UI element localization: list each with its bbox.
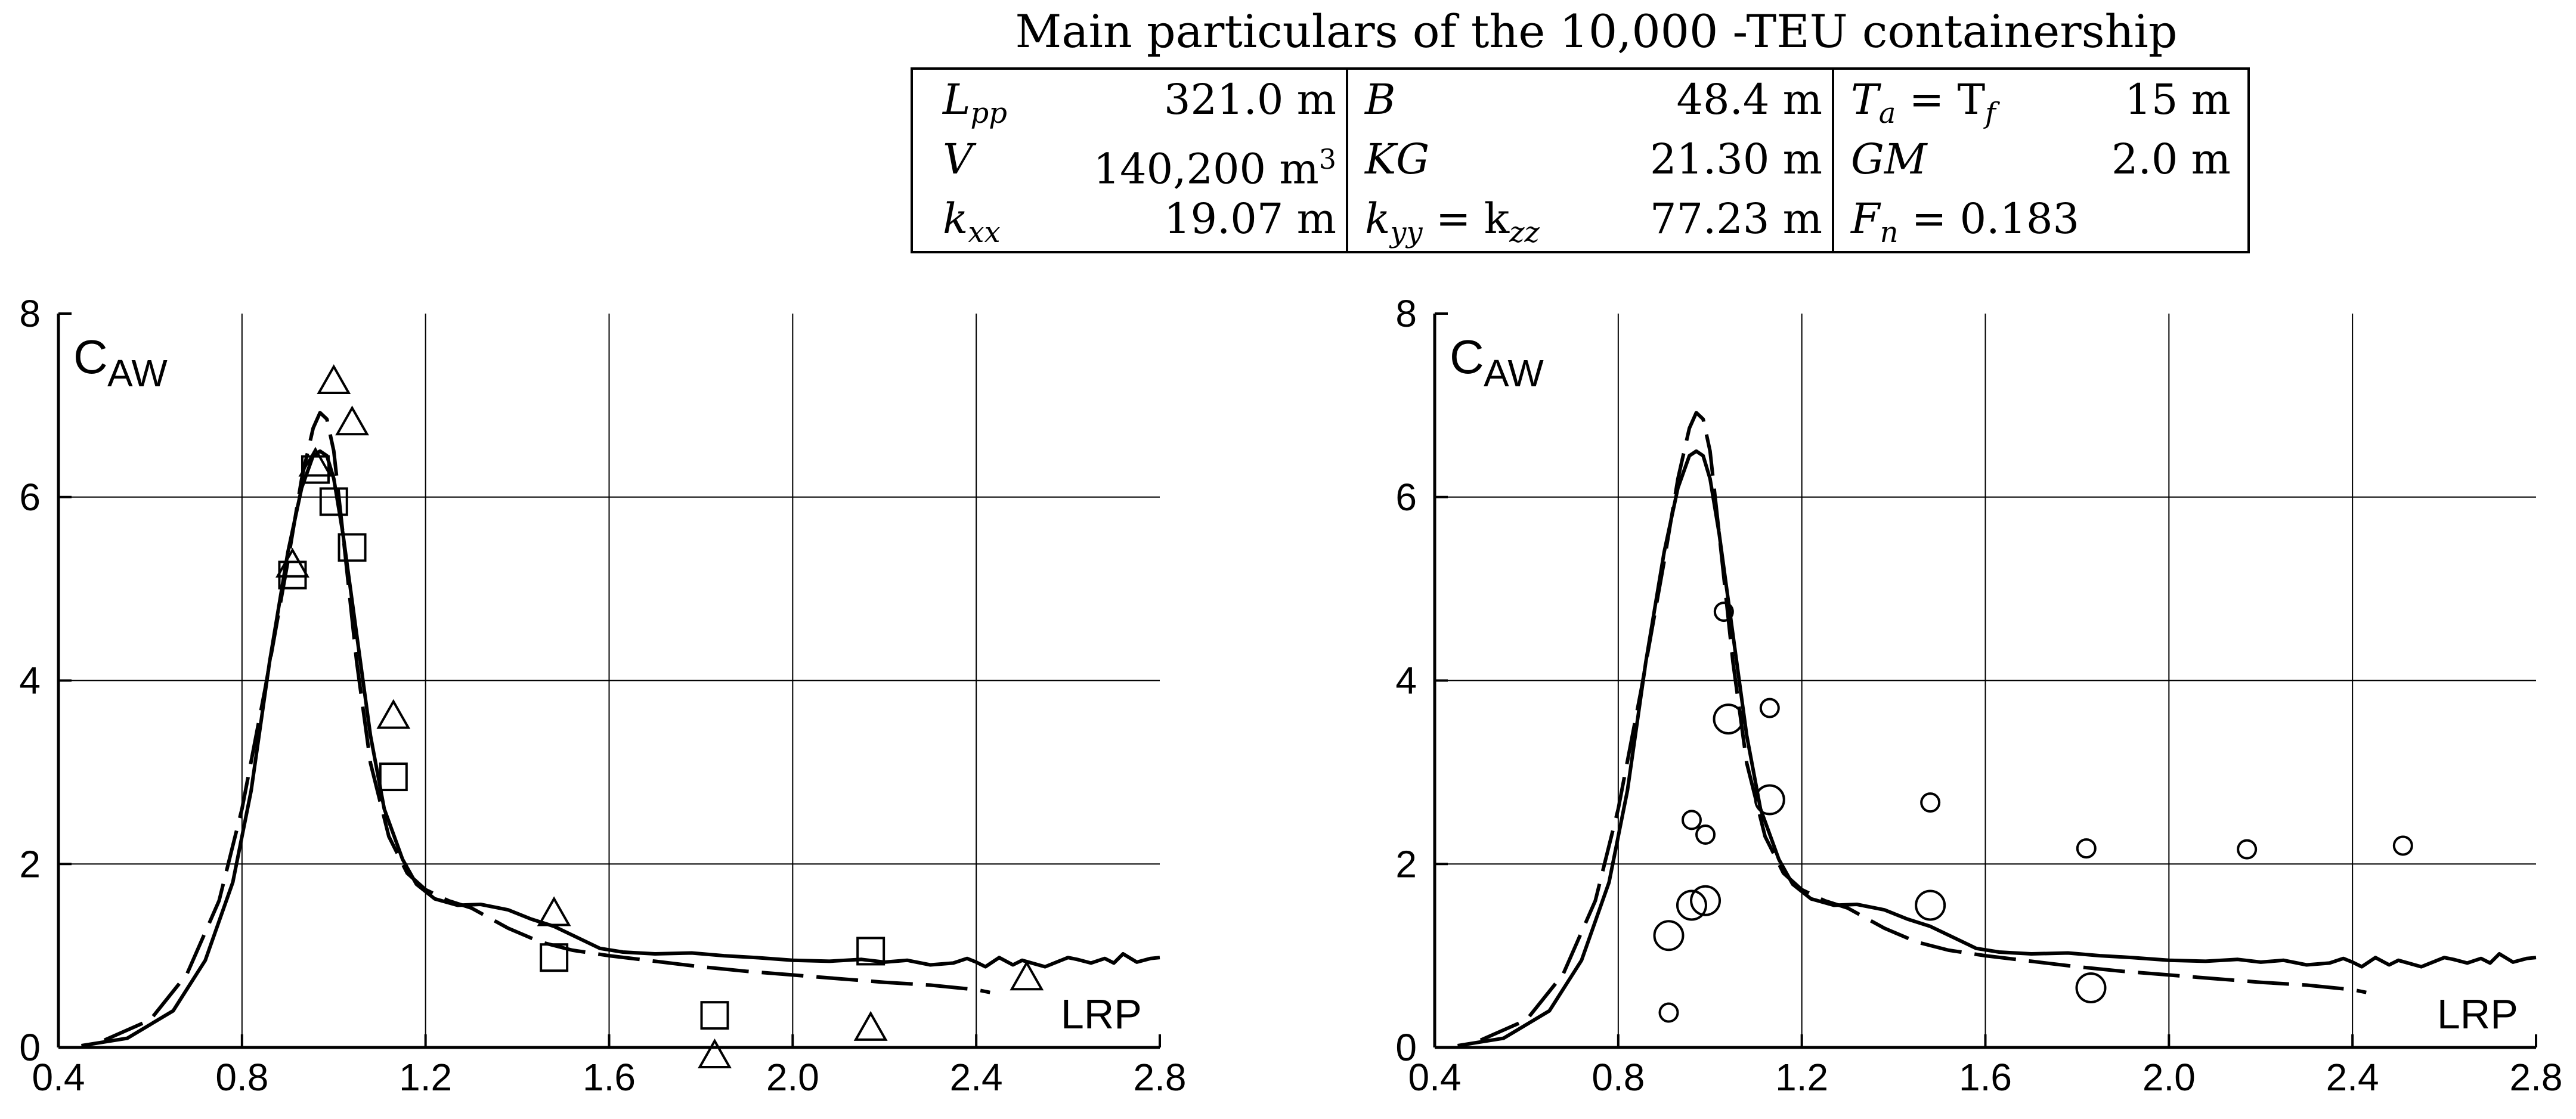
right-chart: 0.4 0.8 1.2 1.6 2.0 2.4 2.8 0 2 4 6 8C AW LRP xyxy=(1395,292,2562,1099)
y-tick-label: 0 xyxy=(1395,1026,1417,1069)
y-axis-label: C xyxy=(73,330,108,383)
table-value: 77.23 m xyxy=(1649,194,1822,243)
triangle-marker xyxy=(698,1038,732,1068)
table-value: 19.07 m xyxy=(1163,194,1336,243)
triangle-marker xyxy=(275,547,309,578)
x-tick-label: 2.4 xyxy=(2326,1056,2379,1099)
dashed-series-line xyxy=(1479,411,2367,1042)
x-tick-label: 0.8 xyxy=(1592,1056,1645,1099)
small-circle-marker xyxy=(2076,838,2097,859)
table-value: 140,200 m3 xyxy=(1093,143,1336,194)
x-axis-label: LRP xyxy=(2437,991,2518,1037)
x-axis-label: LRP xyxy=(1061,991,1142,1037)
y-tick-label: 8 xyxy=(19,292,41,335)
x-tick-label: 2.4 xyxy=(950,1056,1003,1099)
table-value: 21.30 m xyxy=(1649,135,1822,184)
table-symbol: kyy = kzz xyxy=(1365,194,1540,249)
x-tick-label: 0.8 xyxy=(215,1056,268,1099)
table-value: 2.0 m xyxy=(2111,135,2231,184)
small-circle-marker xyxy=(1681,810,1702,830)
y-tick-label: 4 xyxy=(1395,659,1417,702)
large-circle-marker xyxy=(1690,885,1722,916)
table-symbol: Lpp xyxy=(943,75,1007,130)
y-tick-label: 6 xyxy=(1395,476,1417,519)
x-tick-label: 2.8 xyxy=(1134,1056,1187,1099)
triangle-marker xyxy=(317,364,351,395)
triangle-marker xyxy=(335,405,369,436)
y-axis-label-sub: AW xyxy=(107,352,168,395)
table-value: 15 m xyxy=(2125,75,2231,124)
y-tick-label: 4 xyxy=(19,659,41,702)
left-chart: 0.4 0.8 1.2 1.6 2.0 2.4 2.8 0 2 4 6 8C AW LRP xyxy=(19,292,1186,1099)
triangle-marker xyxy=(298,447,333,477)
small-circle-marker xyxy=(2237,839,2258,860)
x-tick-label: 1.6 xyxy=(1959,1056,2012,1099)
square-marker xyxy=(338,533,367,562)
dashed-series-line xyxy=(103,411,990,1042)
particulars-table: Lpp 321.0 m B 48.4 m Ta = Tf 15 m V 140,200 m3 K… xyxy=(911,67,2250,253)
small-circle-marker xyxy=(1713,602,1734,622)
large-circle-marker xyxy=(2075,972,2107,1003)
table-symbol: B xyxy=(1365,75,1396,124)
square-marker xyxy=(301,455,330,484)
x-tick-label: 2.0 xyxy=(2142,1056,2196,1099)
triangle-marker xyxy=(537,896,571,926)
y-tick-label: 6 xyxy=(19,476,41,519)
small-circle-marker xyxy=(1658,1002,1679,1023)
y-tick-label: 8 xyxy=(1395,292,1417,335)
table-symbol: V xyxy=(943,135,973,184)
y-tick-label: 2 xyxy=(19,842,41,885)
y-tick-label: 2 xyxy=(1395,842,1417,885)
large-circle-marker xyxy=(1676,889,1707,921)
table-title: Main particulars of the 10,000 -TEU cont… xyxy=(1015,5,2178,58)
large-circle-marker xyxy=(1915,889,1946,921)
small-circle-marker xyxy=(1920,792,1941,813)
x-tick-label: 1.6 xyxy=(583,1056,636,1099)
table-col-divider xyxy=(1832,70,1834,251)
square-marker xyxy=(319,487,348,516)
table-value: 48.4 m xyxy=(1676,75,1823,124)
solid-series-line xyxy=(1457,449,2537,1047)
square-marker xyxy=(540,943,569,972)
x-tick-label: 0.4 xyxy=(32,1056,85,1099)
x-tick-label: 2.8 xyxy=(2510,1056,2563,1099)
square-marker xyxy=(379,762,408,792)
table-symbol: Fn = 0.183 xyxy=(1851,194,2080,249)
square-marker xyxy=(856,937,886,966)
x-tick-label: 2.0 xyxy=(766,1056,819,1099)
table-symbol: GM xyxy=(1851,135,1927,184)
triangle-marker xyxy=(1010,960,1044,991)
triangle-marker xyxy=(376,699,411,729)
square-marker xyxy=(700,1001,729,1030)
triangle-marker xyxy=(853,1010,888,1041)
large-circle-marker xyxy=(1754,784,1785,816)
y-axis-label-sub: AW xyxy=(1484,352,1544,395)
y-tick-label: 0 xyxy=(19,1026,41,1069)
large-circle-marker xyxy=(1713,703,1744,735)
table-symbol: Ta = Tf xyxy=(1851,75,1996,130)
x-tick-label: 0.4 xyxy=(1408,1056,1462,1099)
small-circle-marker xyxy=(1759,698,1780,718)
table-symbol: kxx xyxy=(943,194,1001,249)
small-circle-marker xyxy=(2392,835,2413,856)
y-axis-label: C xyxy=(1450,330,1484,383)
square-marker xyxy=(278,560,307,590)
table-symbol: KG xyxy=(1365,135,1430,184)
large-circle-marker xyxy=(1653,920,1685,951)
x-tick-label: 1.2 xyxy=(399,1056,452,1099)
x-tick-label: 1.2 xyxy=(1775,1056,1828,1099)
table-col-divider xyxy=(1346,70,1348,251)
small-circle-marker xyxy=(1695,824,1716,845)
table-value: 321.0 m xyxy=(1163,75,1336,124)
